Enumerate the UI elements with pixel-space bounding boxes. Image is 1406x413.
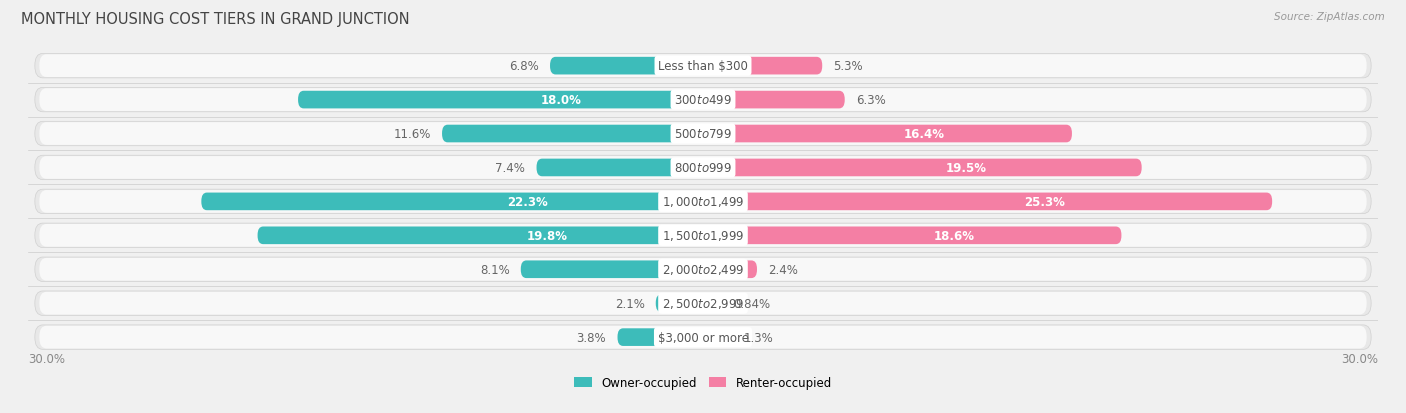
Legend: Owner-occupied, Renter-occupied: Owner-occupied, Renter-occupied <box>569 371 837 394</box>
FancyBboxPatch shape <box>35 156 1371 180</box>
Text: 19.5%: 19.5% <box>946 161 987 175</box>
FancyBboxPatch shape <box>39 89 1367 112</box>
Text: MONTHLY HOUSING COST TIERS IN GRAND JUNCTION: MONTHLY HOUSING COST TIERS IN GRAND JUNC… <box>21 12 409 27</box>
FancyBboxPatch shape <box>35 88 1371 112</box>
FancyBboxPatch shape <box>39 157 1367 179</box>
FancyBboxPatch shape <box>703 227 1122 244</box>
FancyBboxPatch shape <box>441 126 703 143</box>
FancyBboxPatch shape <box>39 224 1367 247</box>
Text: 8.1%: 8.1% <box>479 263 509 276</box>
Text: $3,000 or more: $3,000 or more <box>658 331 748 344</box>
Text: 2.1%: 2.1% <box>614 297 644 310</box>
FancyBboxPatch shape <box>655 294 703 312</box>
Text: $1,500 to $1,999: $1,500 to $1,999 <box>662 229 744 243</box>
FancyBboxPatch shape <box>35 54 1371 78</box>
Text: 1.3%: 1.3% <box>744 331 773 344</box>
FancyBboxPatch shape <box>257 227 703 244</box>
Text: $2,500 to $2,999: $2,500 to $2,999 <box>662 297 744 311</box>
Text: Source: ZipAtlas.com: Source: ZipAtlas.com <box>1274 12 1385 22</box>
Text: 7.4%: 7.4% <box>495 161 526 175</box>
Text: 5.3%: 5.3% <box>834 60 863 73</box>
Text: $2,000 to $2,499: $2,000 to $2,499 <box>662 263 744 277</box>
FancyBboxPatch shape <box>39 123 1367 145</box>
FancyBboxPatch shape <box>35 122 1371 146</box>
FancyBboxPatch shape <box>39 190 1367 213</box>
FancyBboxPatch shape <box>35 291 1371 316</box>
FancyBboxPatch shape <box>703 58 823 75</box>
FancyBboxPatch shape <box>537 159 703 177</box>
Text: 2.4%: 2.4% <box>768 263 799 276</box>
FancyBboxPatch shape <box>35 325 1371 349</box>
FancyBboxPatch shape <box>39 292 1367 315</box>
FancyBboxPatch shape <box>703 294 721 312</box>
FancyBboxPatch shape <box>35 223 1371 248</box>
Text: $1,000 to $1,499: $1,000 to $1,499 <box>662 195 744 209</box>
FancyBboxPatch shape <box>39 326 1367 349</box>
Text: $800 to $999: $800 to $999 <box>673 161 733 175</box>
Text: 3.8%: 3.8% <box>576 331 606 344</box>
Text: 18.0%: 18.0% <box>541 94 582 107</box>
FancyBboxPatch shape <box>550 58 703 75</box>
FancyBboxPatch shape <box>39 258 1367 281</box>
FancyBboxPatch shape <box>703 328 733 346</box>
FancyBboxPatch shape <box>617 328 703 346</box>
FancyBboxPatch shape <box>703 159 1142 177</box>
FancyBboxPatch shape <box>520 261 703 278</box>
Text: 25.3%: 25.3% <box>1024 195 1064 209</box>
Text: 6.8%: 6.8% <box>509 60 538 73</box>
Text: 0.84%: 0.84% <box>733 297 770 310</box>
FancyBboxPatch shape <box>298 92 703 109</box>
FancyBboxPatch shape <box>35 190 1371 214</box>
Text: Less than $300: Less than $300 <box>658 60 748 73</box>
FancyBboxPatch shape <box>35 257 1371 282</box>
FancyBboxPatch shape <box>39 55 1367 78</box>
Text: 6.3%: 6.3% <box>856 94 886 107</box>
Text: 30.0%: 30.0% <box>28 352 65 365</box>
Text: 16.4%: 16.4% <box>904 128 945 141</box>
FancyBboxPatch shape <box>703 193 1272 211</box>
Text: 22.3%: 22.3% <box>508 195 548 209</box>
FancyBboxPatch shape <box>703 261 756 278</box>
FancyBboxPatch shape <box>201 193 703 211</box>
FancyBboxPatch shape <box>703 126 1071 143</box>
Text: $500 to $799: $500 to $799 <box>673 128 733 141</box>
Text: 19.8%: 19.8% <box>527 229 568 242</box>
Text: 18.6%: 18.6% <box>934 229 974 242</box>
Text: 30.0%: 30.0% <box>1341 352 1378 365</box>
Text: $300 to $499: $300 to $499 <box>673 94 733 107</box>
Text: 11.6%: 11.6% <box>394 128 430 141</box>
FancyBboxPatch shape <box>703 92 845 109</box>
